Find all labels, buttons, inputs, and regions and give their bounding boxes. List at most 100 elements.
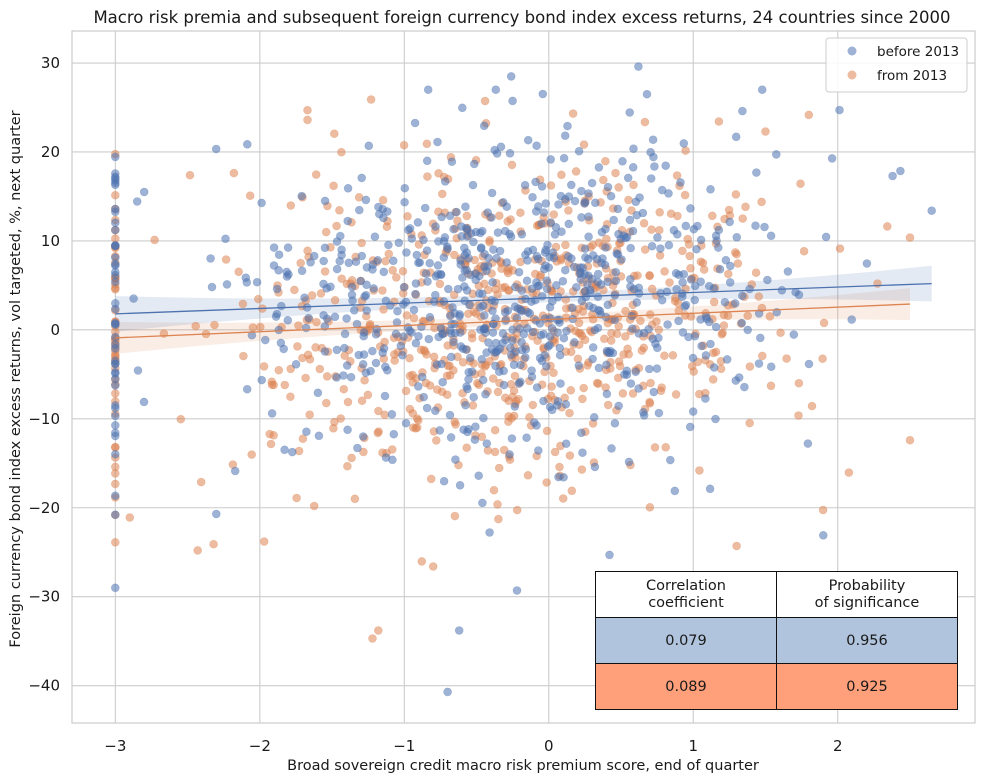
data-point-before-2013 [661,161,671,170]
data-point-from-2013 [509,386,519,396]
data-point-from-2013 [741,202,750,212]
data-point-from-2013 [413,415,423,425]
data-point-before-2013 [613,204,623,214]
data-point-before-2013 [527,297,536,307]
data-point-before-2013 [306,257,315,267]
data-point-from-2013 [491,284,500,294]
statistics-row-from-2013: 0.089 0.925 [595,663,958,710]
x-tick-labels: −3 −2 −1 0 1 2 [104,737,842,755]
data-point-from-2013 [398,266,408,276]
data-point-before-2013 [274,250,284,259]
data-point-from-2013 [417,557,427,566]
data-point-from-2013 [510,371,520,381]
data-point-from-2013 [409,313,419,323]
data-point-before-2013 [357,251,367,261]
data-point-before-2013 [563,121,572,131]
data-point-before-2013 [314,431,324,441]
data-point-from-2013 [381,256,390,266]
data-point-before-2013 [539,396,548,406]
data-point-before-2013 [545,340,555,350]
data-point-before-2013 [414,258,423,268]
data-point-from-2013 [185,170,195,180]
data-point-before-2013 [625,215,635,225]
data-point-before-2013 [537,291,547,301]
data-point-before-2013 [539,208,549,217]
data-point-before-2013 [584,189,593,198]
data-point-from-2013 [776,328,785,338]
data-point-from-2013 [627,206,636,215]
data-point-before-2013 [344,258,354,268]
data-point-from-2013 [209,539,218,549]
data-point-from-2013 [757,197,766,207]
data-point-before-2013 [257,375,267,385]
data-point-before-2013 [221,234,230,244]
data-point-before-2013 [644,364,654,374]
data-point-before-2013 [412,250,422,260]
data-point-from-2013 [685,251,695,261]
data-point-before-2013 [556,191,566,201]
data-point-before-2013 [679,269,689,279]
data-point-from-2013 [523,470,533,480]
data-point-before-2013 [752,168,761,177]
data-point-before-2013 [132,197,142,206]
data-point-before-2013 [388,256,398,266]
data-point-from-2013 [280,380,290,390]
data-point-before-2013 [358,432,368,441]
data-point-before-2013 [461,223,471,233]
data-point-before-2013 [437,359,446,369]
header-correlation-label: Correlation coefficient [646,577,726,611]
data-point-before-2013 [436,323,446,333]
data-point-from-2013 [578,307,588,316]
legend: before 2013 from 2013 [825,37,968,93]
data-point-before-2013 [546,218,556,227]
data-point-before-2013 [439,236,449,246]
data-point-before-2013 [207,282,217,292]
data-point-before-2013 [422,156,432,166]
data-point-from-2013 [408,370,417,380]
data-point-before-2013 [589,412,599,422]
data-point-from-2013 [766,381,776,391]
data-point-from-2013 [557,170,566,180]
data-point-before-2013 [398,350,407,360]
data-point-before-2013 [243,140,252,149]
data-point-before-2013 [417,372,427,382]
data-point-before-2013 [777,285,787,295]
data-point-before-2013 [439,253,449,262]
data-point-before-2013 [626,243,636,253]
data-point-before-2013 [490,297,499,306]
data-point-before-2013 [663,320,672,329]
data-point-before-2013 [382,207,392,216]
data-point-before-2013 [420,203,430,213]
data-point-before-2013 [701,394,710,403]
y-tick-label: 30 [41,54,60,72]
data-point-before-2013 [681,221,691,231]
data-point-from-2013 [391,273,401,282]
data-point-before-2013 [287,447,297,457]
data-point-before-2013 [678,328,688,337]
data-point-before-2013 [522,323,532,333]
data-point-before-2013 [297,191,307,201]
data-point-before-2013 [484,338,493,347]
data-point-from-2013 [399,140,409,150]
data-point-before-2013 [361,290,371,300]
data-point-from-2013 [111,479,120,489]
data-point-before-2013 [479,121,489,131]
data-point-from-2013 [494,211,504,220]
data-point-before-2013 [343,216,353,226]
chart-title: Macro risk premia and subsequent foreign… [93,8,950,27]
data-point-before-2013 [417,322,426,332]
data-point-before-2013 [297,266,307,276]
data-point-before-2013 [446,433,456,442]
data-point-before-2013 [711,322,721,332]
data-point-before-2013 [689,224,699,234]
data-point-before-2013 [458,273,467,282]
data-point-before-2013 [537,182,547,191]
data-point-before-2013 [495,246,505,256]
data-point-before-2013 [434,332,444,342]
data-point-before-2013 [681,300,691,310]
data-point-before-2013 [847,315,857,324]
data-point-from-2013 [568,109,578,118]
data-point-before-2013 [230,466,240,476]
data-point-before-2013 [461,345,471,354]
data-point-from-2013 [382,222,392,231]
